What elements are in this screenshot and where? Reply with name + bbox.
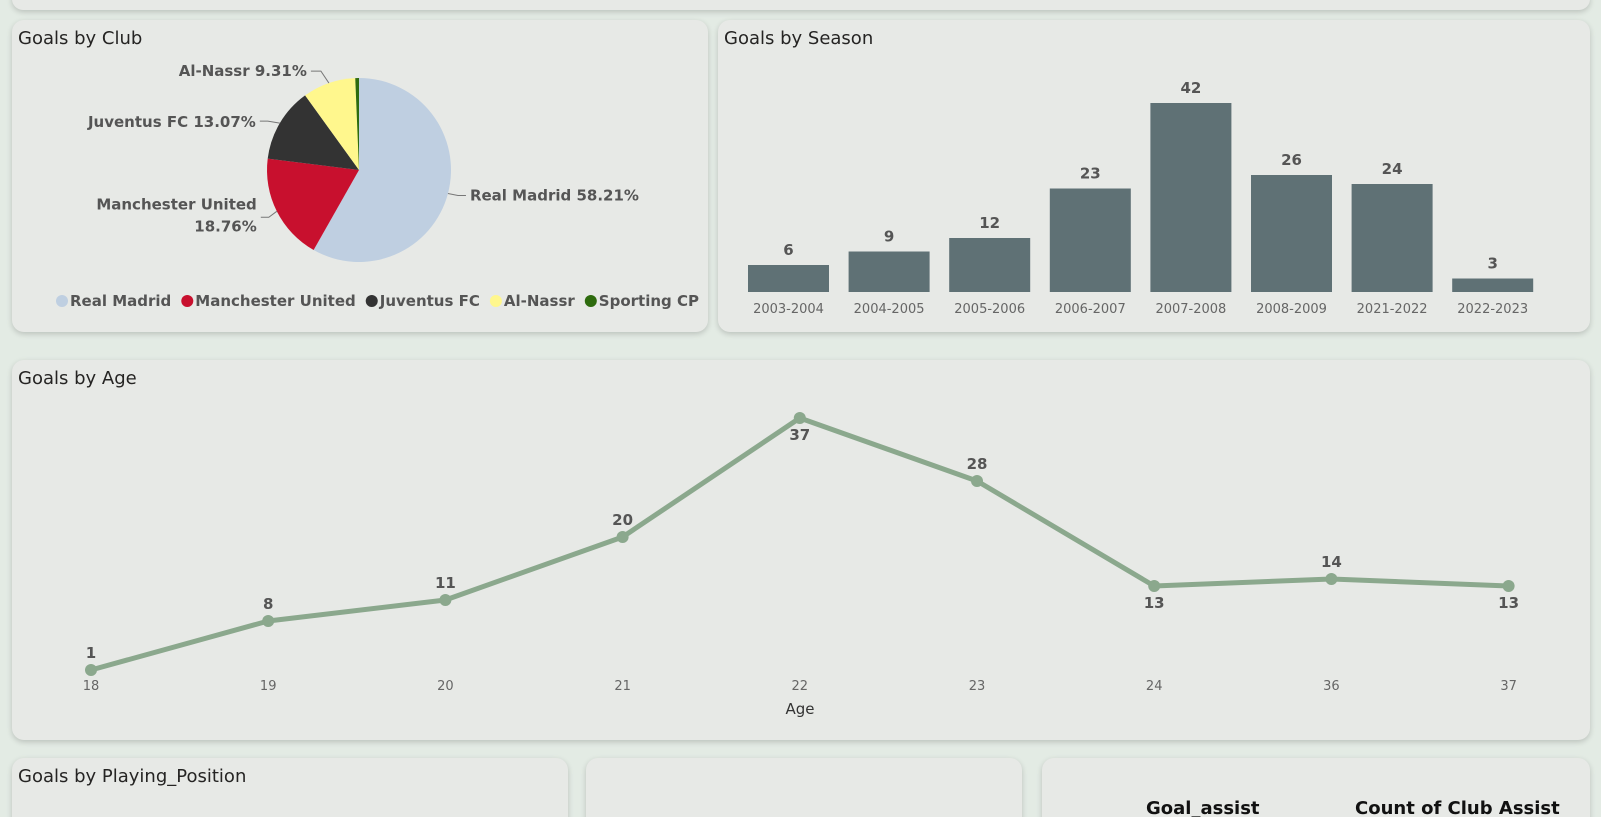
data-label-manchester-united: Manchester United <box>96 195 256 213</box>
point-value-label: 13 <box>1144 594 1165 612</box>
bar-2005-2006[interactable] <box>949 238 1031 292</box>
bar-2003-2004[interactable] <box>748 265 829 292</box>
bar-value-label: 23 <box>1080 165 1101 183</box>
column-header-count-club-assist[interactable]: Count of Club Assist <box>1355 798 1560 817</box>
point-value-label: 20 <box>612 511 633 529</box>
legend-item-manchester-united[interactable]: Manchester United <box>195 292 355 310</box>
x-tick-label: 37 <box>1500 679 1517 694</box>
bar-value-label: 3 <box>1487 255 1497 273</box>
bar-2006-2007[interactable] <box>1049 188 1131 293</box>
bar-2021-2022[interactable] <box>1351 184 1433 292</box>
legend-marker-sporting-cp <box>584 295 597 307</box>
assist-table-panel[interactable]: Goal_assist Count of Club Assist <box>1042 758 1590 817</box>
x-tick-label: 2004-2005 <box>854 302 925 317</box>
point-value-label: 1 <box>86 644 96 662</box>
legend-marker-manchester-united <box>181 295 194 307</box>
bar-value-label: 9 <box>884 228 894 246</box>
pie-slice-real-madrid[interactable] <box>313 78 452 262</box>
point-value-label: 28 <box>967 455 988 473</box>
legend-marker-real-madrid <box>56 295 68 307</box>
panel-title: Goals by Playing_Position <box>18 766 247 787</box>
data-label-al-nassr: Al-Nassr 9.31% <box>179 62 307 80</box>
legend-item-sporting-cp[interactable]: Sporting CP <box>599 292 699 310</box>
x-tick-label: 22 <box>792 679 809 694</box>
data-point-age-18[interactable] <box>85 664 97 676</box>
point-value-label: 14 <box>1321 553 1342 571</box>
x-tick-label: 2003-2004 <box>753 302 824 317</box>
bar-2022-2023[interactable] <box>1452 278 1534 293</box>
x-tick-label: 20 <box>437 679 454 694</box>
point-value-label: 8 <box>263 595 273 613</box>
x-tick-label: 2021-2022 <box>1357 302 1428 317</box>
top-panel-edge <box>12 0 1590 10</box>
panel-title: Goals by Season <box>724 28 874 49</box>
goals-by-age-panel[interactable]: Goals by Age 1 18 8 19 11 20 20 21 37 22 28 23 13 24 1… <box>12 360 1590 740</box>
data-point-age-20[interactable] <box>439 594 452 606</box>
x-tick-label: 2008-2009 <box>1256 302 1327 317</box>
legend-item-al-nassr[interactable]: Al-Nassr <box>504 292 576 310</box>
x-tick-label: 2022-2023 <box>1457 302 1528 317</box>
goals-by-season-panel[interactable]: Goals by Season 6 2003-2004 9 2004-2005 12 20… <box>718 20 1590 332</box>
goals-by-club-panel[interactable]: Goals by Club Real Madrid 58.21% Manchest… <box>12 20 708 332</box>
legend-item-real-madrid[interactable]: Real Madrid <box>70 292 171 310</box>
bar-value-label: 6 <box>783 241 793 259</box>
bar-value-label: 42 <box>1180 79 1201 97</box>
data-point-age-22[interactable] <box>793 412 806 424</box>
bar-value-label: 12 <box>979 214 1000 232</box>
x-tick-label: 23 <box>969 679 986 694</box>
point-value-label: 11 <box>435 574 456 592</box>
x-tick-label: 19 <box>260 679 277 694</box>
leader-line <box>259 120 280 124</box>
empty-panel[interactable] <box>586 758 1022 817</box>
data-label-real-madrid: Real Madrid 58.21% <box>470 186 639 204</box>
pie-slice-manchester-united[interactable] <box>267 158 359 251</box>
data-label-manchester-united-pct: 18.76% <box>194 217 256 235</box>
data-point-age-24[interactable] <box>1148 580 1161 592</box>
legend-item-juventus-fc[interactable]: Juventus FC <box>379 292 480 310</box>
legend-marker-juventus-fc <box>365 295 378 307</box>
data-point-age-19[interactable] <box>262 615 275 627</box>
pie-slice-juventus-fc[interactable] <box>267 95 359 170</box>
bar-2007-2008[interactable] <box>1150 103 1232 292</box>
x-tick-label: 24 <box>1146 679 1163 694</box>
column-header-goal-assist[interactable]: Goal_assist <box>1146 798 1260 817</box>
bar-value-label: 24 <box>1382 160 1403 178</box>
point-value-label: 37 <box>789 426 810 444</box>
goals-by-position-panel[interactable]: Goals by Playing_Position <box>12 758 568 817</box>
pie-slice-sporting-cp[interactable] <box>355 78 359 170</box>
leader-line <box>260 210 278 218</box>
bar-2004-2005[interactable] <box>848 251 930 293</box>
x-tick-label: 2005-2006 <box>954 302 1025 317</box>
x-tick-label: 21 <box>614 679 631 694</box>
leader-line <box>447 192 466 196</box>
data-label-juventus-fc: Juventus FC 13.07% <box>87 113 256 131</box>
bar-chart[interactable]: 6 2003-2004 9 2004-2005 12 2005-2006 23 2006-20… <box>718 20 1590 332</box>
bar-2008-2009[interactable] <box>1251 175 1332 292</box>
panel-title: Goals by Club <box>18 28 143 49</box>
leader-line <box>310 70 330 84</box>
x-tick-label: 2006-2007 <box>1055 302 1126 317</box>
x-tick-label: 18 <box>83 679 100 694</box>
panel-title: Goals by Age <box>18 368 137 389</box>
data-point-age-36[interactable] <box>1325 573 1338 585</box>
bar-value-label: 26 <box>1281 151 1302 169</box>
legend-marker-al-nassr <box>489 295 502 307</box>
pie-slice-al-nassr[interactable] <box>305 78 359 170</box>
age-series-line[interactable] <box>90 415 1509 673</box>
data-point-age-23[interactable] <box>971 475 983 487</box>
pie-chart[interactable]: Real Madrid 58.21% Manchester United 18.76… <box>12 20 708 332</box>
point-value-label: 13 <box>1498 594 1519 612</box>
data-point-age-37[interactable] <box>1502 580 1515 592</box>
data-point-age-21[interactable] <box>616 531 629 543</box>
x-tick-label: 2007-2008 <box>1155 302 1226 317</box>
x-axis-title: Age <box>785 700 814 718</box>
line-chart[interactable]: 1 18 8 19 11 20 20 21 37 22 28 23 13 24 14 36 13 37 Age <box>12 360 1590 740</box>
x-tick-label: 36 <box>1323 679 1340 694</box>
